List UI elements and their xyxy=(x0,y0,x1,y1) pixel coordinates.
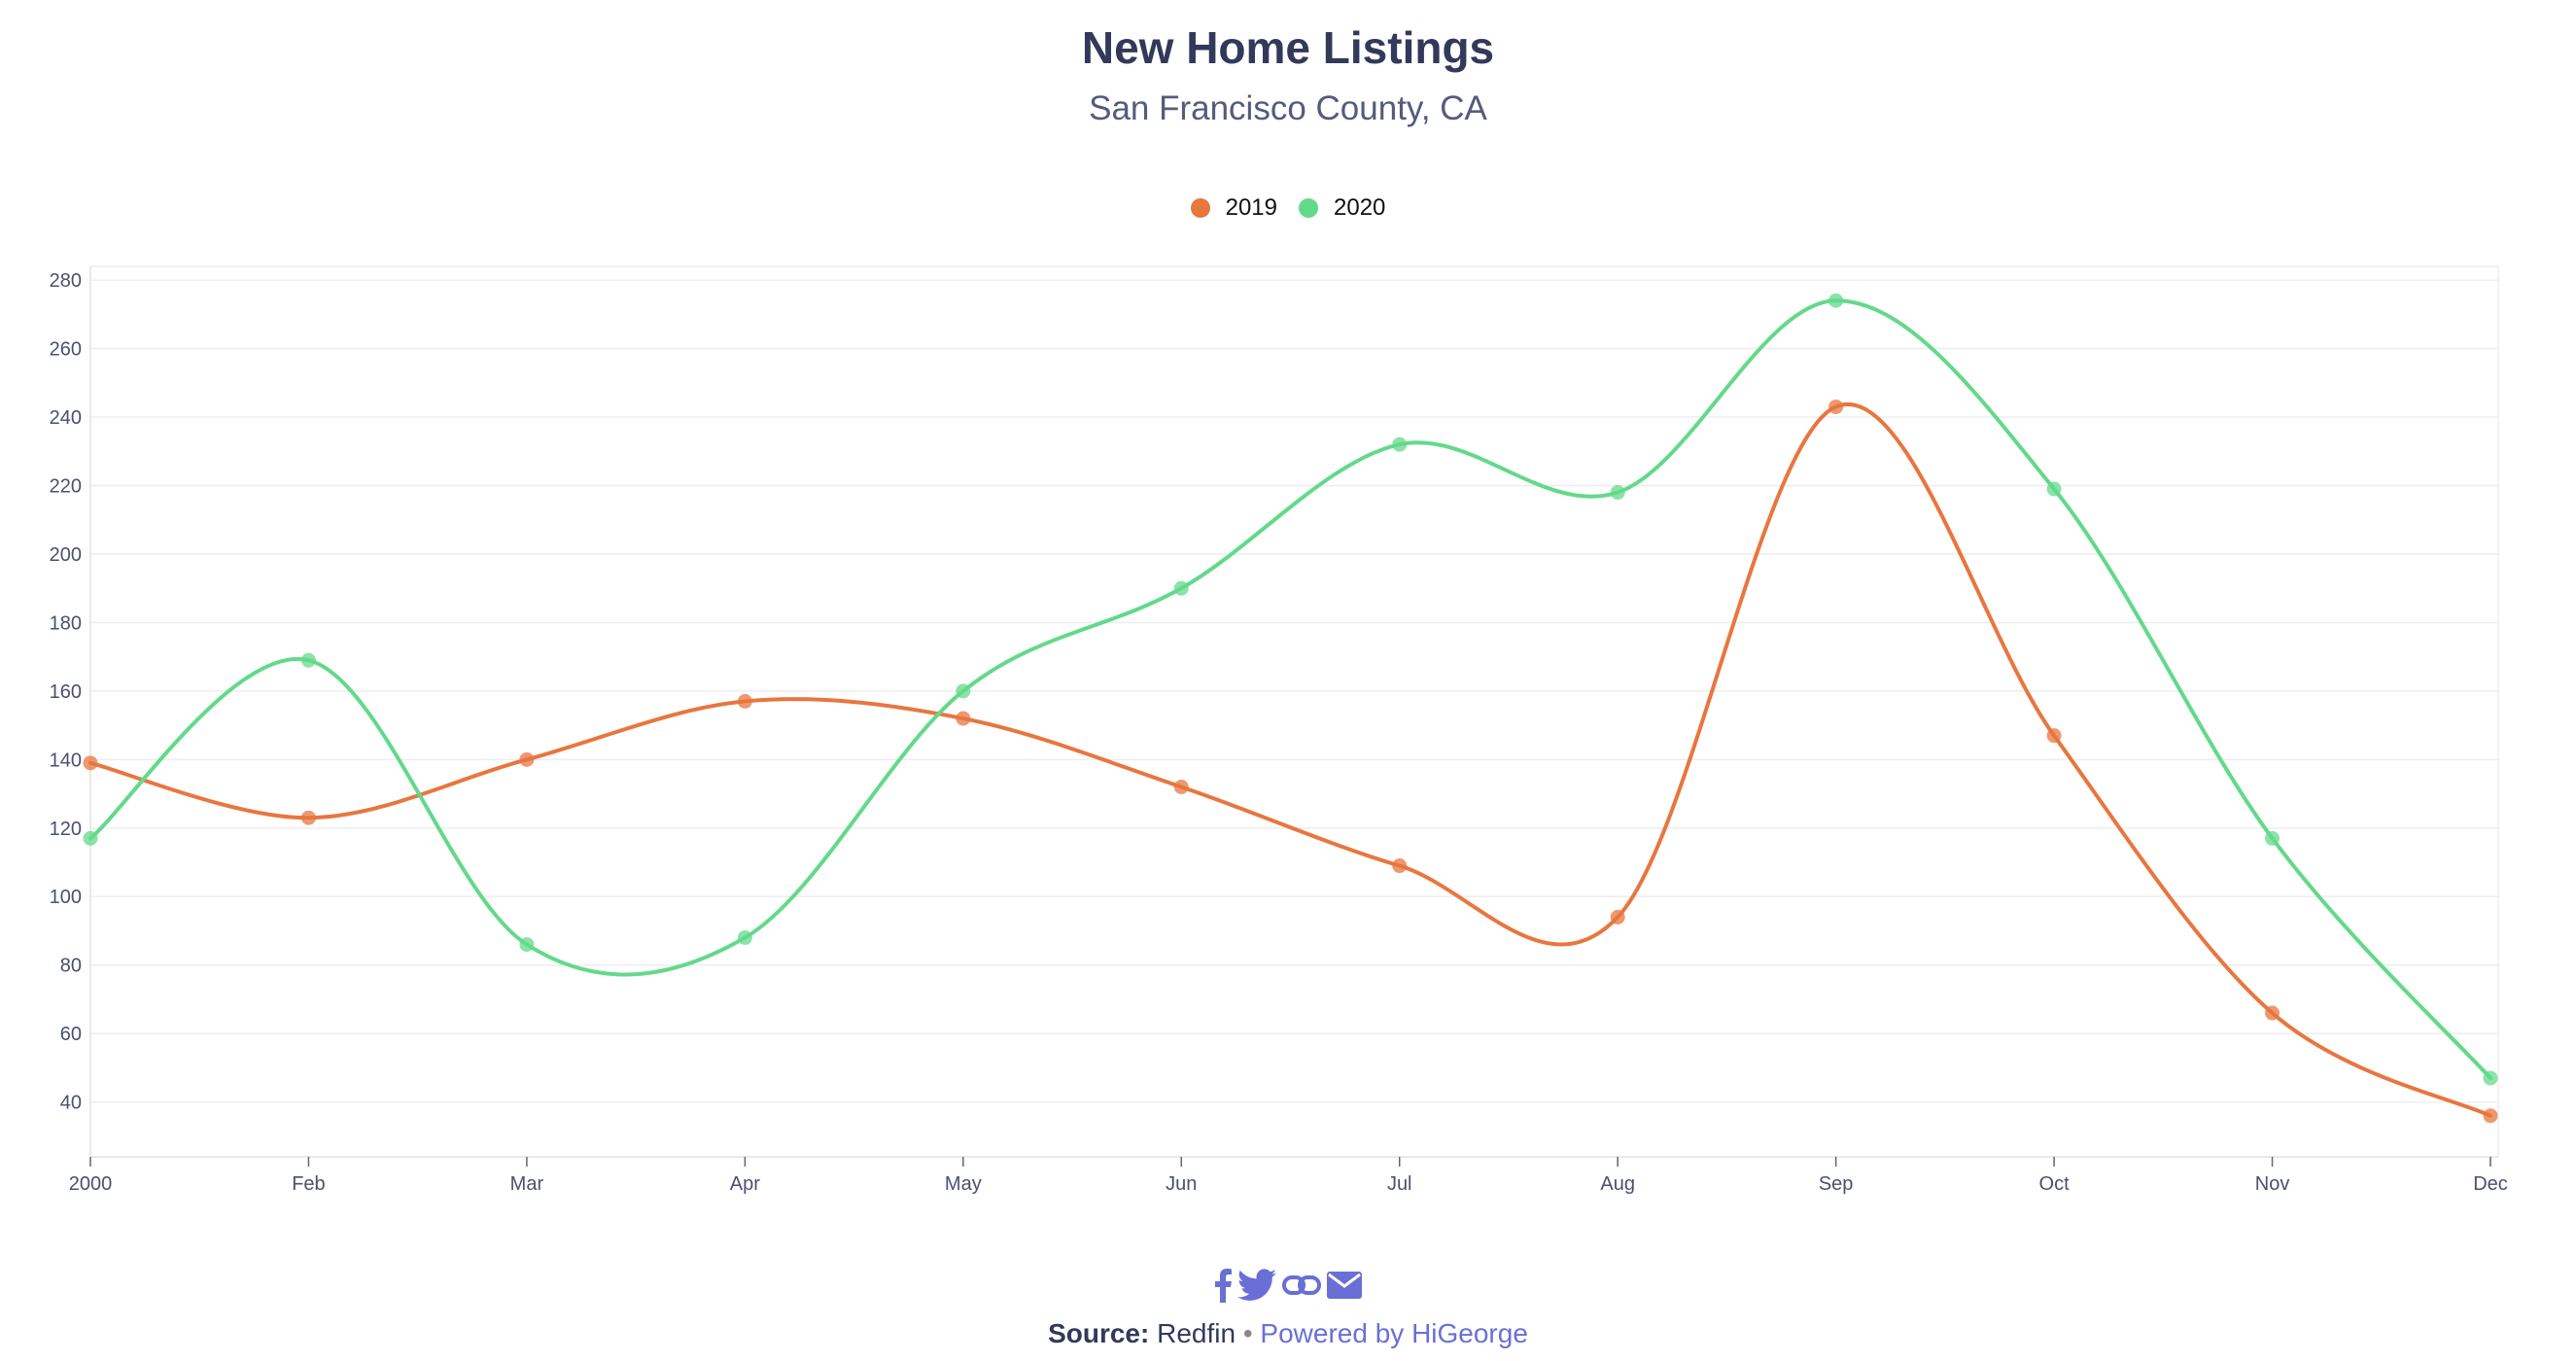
x-tick-label: Nov xyxy=(2255,1173,2290,1195)
footer-separator: • xyxy=(1242,1318,1253,1348)
data-point-2020 xyxy=(956,683,971,699)
source-value: Redfin xyxy=(1157,1318,1236,1348)
data-point-2019 xyxy=(2046,728,2062,744)
data-point-2019 xyxy=(1392,858,1408,874)
legend-label-2019: 2019 xyxy=(1225,194,1277,221)
y-tick-label: 100 xyxy=(50,887,82,908)
x-tick-label: Apr xyxy=(730,1173,760,1195)
legend: 2019 2020 xyxy=(0,194,2576,222)
data-point-2020 xyxy=(1173,580,1189,596)
twitter-icon[interactable] xyxy=(1237,1266,1276,1305)
legend-label-2020: 2020 xyxy=(1334,194,1386,221)
series-layer xyxy=(83,293,2498,1124)
data-point-2019 xyxy=(1610,909,1625,925)
link-icon[interactable] xyxy=(1282,1266,1321,1305)
y-tick-label: 40 xyxy=(60,1093,82,1114)
x-tick-label: Aug xyxy=(1600,1173,1635,1195)
legend-marker-2019 xyxy=(1190,198,1210,218)
data-point-2020 xyxy=(1828,293,1844,308)
data-point-2019 xyxy=(2265,1005,2280,1021)
y-tick-label: 260 xyxy=(50,339,82,361)
x-tick-label: Mar xyxy=(510,1173,544,1195)
data-point-2020 xyxy=(1610,485,1625,501)
y-tick-label: 200 xyxy=(50,544,82,566)
grid-layer xyxy=(89,265,2499,1158)
legend-marker-2020 xyxy=(1299,198,1318,218)
x-tick-label: Feb xyxy=(292,1173,325,1195)
x-tick-label: 2000 xyxy=(69,1173,113,1195)
data-point-2020 xyxy=(2265,830,2280,846)
share-icons xyxy=(0,1266,2576,1305)
data-point-2019 xyxy=(737,693,752,709)
x-tick-label: Dec xyxy=(2473,1173,2508,1195)
y-tick-label: 160 xyxy=(50,681,82,703)
data-point-2020 xyxy=(737,930,752,946)
series-line-2020 xyxy=(88,298,2492,1080)
y-tick-label: 60 xyxy=(60,1024,82,1045)
data-point-2020 xyxy=(83,830,98,846)
x-tick-label: Sep xyxy=(1819,1173,1854,1195)
data-point-2020 xyxy=(1392,436,1408,452)
footer-source: Source: Redfin • Powered by HiGeorge xyxy=(0,1318,2576,1349)
email-icon[interactable] xyxy=(1327,1266,1362,1305)
axis-layer: 40 60 80 100 120 140 160 180 200 220 240 260 280 2000… xyxy=(50,270,2508,1195)
y-tick-label: 80 xyxy=(60,956,82,977)
powered-by-link[interactable]: Powered by HiGeorge xyxy=(1260,1318,1528,1348)
line-chart: 40 60 80 100 120 140 160 180 200 220 240 260 280 2000… xyxy=(50,265,2508,1195)
data-point-2019 xyxy=(1173,780,1189,795)
x-tick-label: Jul xyxy=(1387,1173,1412,1195)
data-point-2019 xyxy=(1828,399,1844,414)
y-tick-label: 240 xyxy=(50,407,82,429)
data-point-2020 xyxy=(300,652,316,668)
y-tick-label: 180 xyxy=(50,612,82,634)
data-point-2019 xyxy=(956,711,971,726)
chart-title: New Home Listings xyxy=(1081,22,1495,73)
y-tick-label: 140 xyxy=(50,750,82,771)
y-tick-label: 120 xyxy=(50,819,82,840)
source-label: Source: xyxy=(1048,1318,1150,1348)
data-point-2019 xyxy=(300,810,316,825)
y-tick-label: 280 xyxy=(50,270,82,292)
data-point-2019 xyxy=(2483,1108,2498,1124)
data-point-2019 xyxy=(519,751,535,767)
data-point-2019 xyxy=(83,755,98,771)
data-point-2020 xyxy=(2483,1070,2498,1086)
legend-item-2019[interactable]: 2019 xyxy=(1190,194,1277,222)
x-tick-label: Jun xyxy=(1166,1173,1197,1195)
chart-subtitle: San Francisco County, CA xyxy=(1089,89,1487,127)
facebook-icon[interactable] xyxy=(1214,1266,1232,1305)
legend-item-2020[interactable]: 2020 xyxy=(1299,194,1385,222)
data-point-2020 xyxy=(2046,481,2062,497)
data-point-2020 xyxy=(519,937,535,953)
x-tick-label: May xyxy=(945,1173,982,1195)
y-tick-label: 220 xyxy=(50,475,82,497)
x-tick-label: Oct xyxy=(2039,1173,2071,1195)
